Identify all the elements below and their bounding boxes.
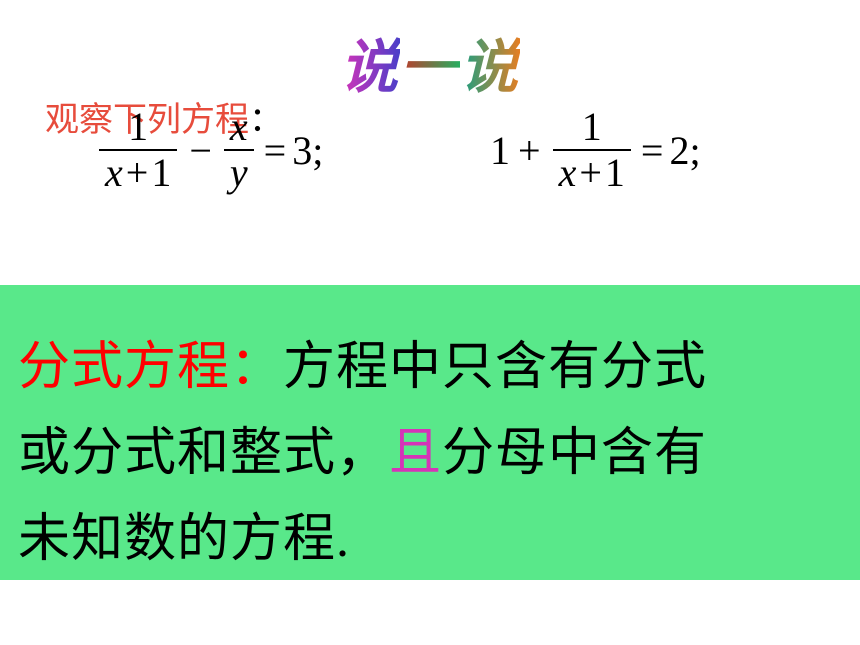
- definition-line1: 方程中只含有分式: [283, 339, 707, 396]
- definition-line2-a: 或分式和整式，: [18, 425, 389, 482]
- title-char-1: 说: [340, 35, 400, 100]
- equation-1: 1 x+1 − x y = 3;: [95, 105, 323, 195]
- definition-box: 分式方程：方程中只含有分式 或分式和整式，且分母中含有 未知数的方程.: [0, 285, 860, 580]
- fraction-3: 1 x+1: [553, 105, 631, 195]
- title-char-2: 一: [400, 35, 460, 100]
- definition-line2-b: 分母中含有: [442, 425, 707, 482]
- fraction-1: 1 x+1: [99, 105, 177, 195]
- definition-highlight: 且: [389, 425, 442, 482]
- definition-line3: 未知数的方程.: [18, 511, 350, 568]
- equation-2: 1 + 1 x+1 = 2;: [490, 105, 701, 195]
- definition-term: 分式方程：: [18, 339, 283, 396]
- title-char-3: 说: [460, 35, 520, 100]
- definition-text: 分式方程：方程中只含有分式 或分式和整式，且分母中含有 未知数的方程.: [18, 325, 842, 582]
- fraction-2: x y: [224, 105, 254, 195]
